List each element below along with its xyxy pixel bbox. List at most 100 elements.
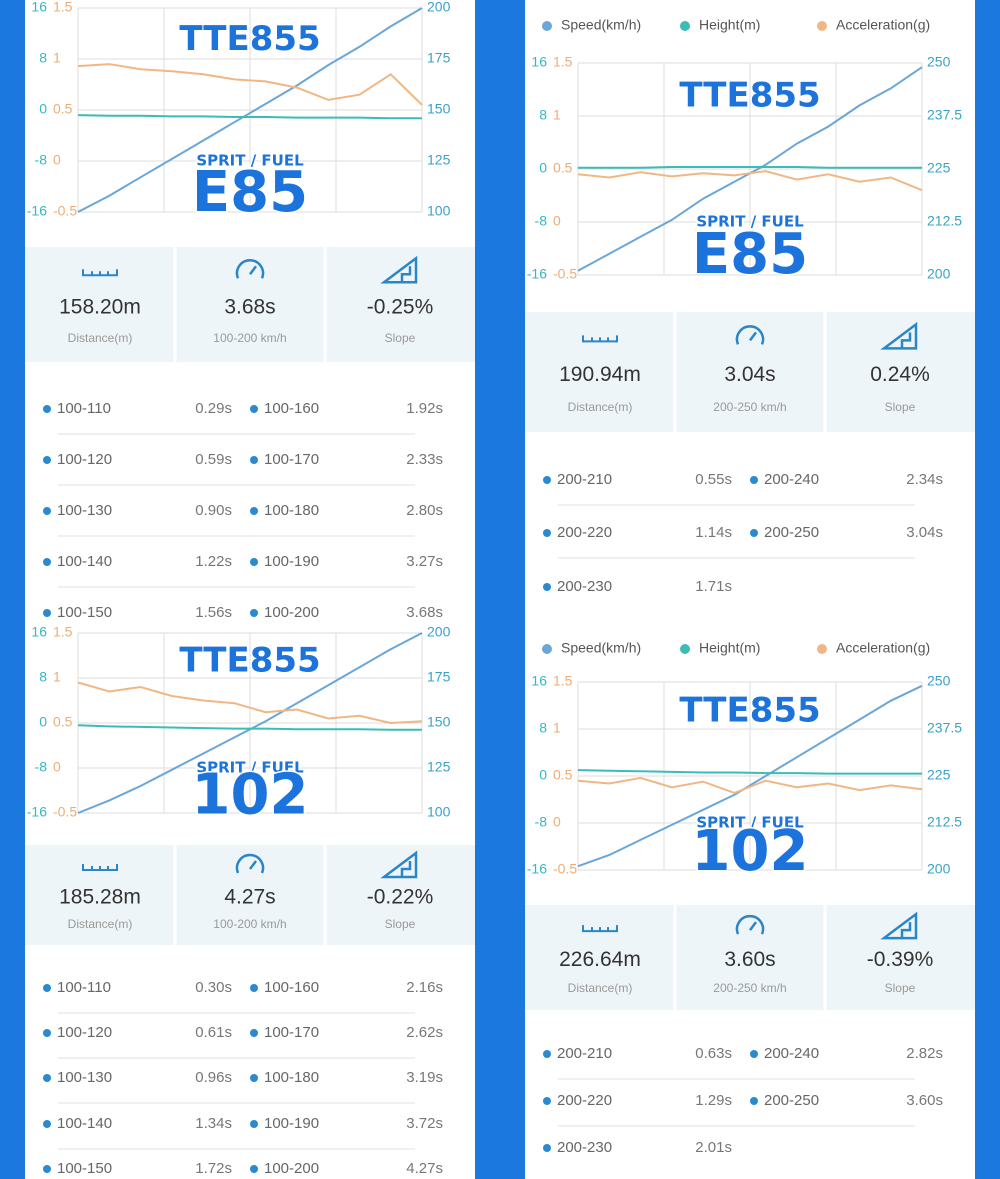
split-dot: [250, 456, 258, 464]
split-time: 1.71s: [695, 578, 732, 595]
split-range: 100-120: [57, 451, 112, 468]
stat-value: 158.20m: [59, 295, 141, 318]
legend-label: Height(m): [699, 17, 760, 33]
speed-tick-label: 175: [427, 50, 451, 66]
distance-icon: [582, 925, 618, 933]
split-dot: [750, 1050, 758, 1058]
split-dot: [250, 1029, 258, 1037]
speed-tick-label: 150: [427, 714, 451, 730]
height-tick-label: 16: [31, 0, 47, 15]
speed-tick-label: 237.5: [927, 107, 962, 123]
split-range: 100-150: [57, 604, 112, 621]
timer-icon: [735, 914, 765, 935]
timer-icon: [235, 853, 265, 874]
stats-box: [25, 247, 475, 362]
legend-dot: [542, 644, 552, 654]
series-line: [577, 769, 922, 775]
split-dot: [43, 609, 51, 617]
stat-label: Slope: [385, 917, 416, 931]
split-time: 1.56s: [195, 604, 232, 621]
stat-label: 100-200 km/h: [213, 917, 286, 931]
split-dot: [250, 1120, 258, 1128]
split-range: 100-140: [57, 553, 112, 570]
split-range: 100-130: [57, 502, 112, 519]
split-time: 0.63s: [695, 1045, 732, 1062]
accel-tick-label: 0.5: [53, 101, 73, 117]
fuel-caption: SPRIT / FUEL: [196, 152, 304, 170]
stat-value: 3.04s: [724, 363, 775, 386]
stat-label: Distance(m): [568, 981, 633, 995]
legend-dot: [817, 21, 827, 31]
stat-value: 0.24%: [870, 363, 930, 386]
height-tick-label: -8: [35, 759, 48, 775]
height-tick-label: 16: [31, 624, 47, 640]
stat-label: Slope: [385, 331, 416, 345]
speed-tick-label: 200: [927, 266, 951, 282]
split-time: 3.68s: [406, 604, 443, 621]
height-tick-label: 0: [39, 714, 47, 730]
split-range: 100-140: [57, 1115, 112, 1132]
series-line: [77, 63, 423, 106]
split-range: 100-190: [264, 553, 319, 570]
height-tick-label: -16: [527, 861, 547, 877]
stat-value: -0.22%: [367, 886, 434, 909]
split-range: 100-200: [264, 604, 319, 621]
split-dot: [250, 984, 258, 992]
split-dot: [250, 507, 258, 515]
speed-tick-label: 200: [927, 861, 951, 877]
split-time: 2.80s: [406, 502, 443, 519]
split-time: 3.60s: [906, 1092, 943, 1109]
stat-value: 3.60s: [724, 948, 775, 971]
legend-dot: [680, 644, 690, 654]
slope-icon: [380, 850, 418, 879]
split-range: 100-150: [57, 1160, 112, 1177]
split-dot: [750, 1097, 758, 1105]
split-range: 200-230: [557, 1139, 612, 1156]
split-range: 200-240: [764, 471, 819, 488]
stat-value: 185.28m: [59, 886, 141, 909]
split-range: 100-110: [57, 400, 111, 417]
height-tick-label: 8: [39, 50, 47, 66]
accel-tick-label: -0.5: [553, 861, 577, 877]
legend-dot: [542, 21, 552, 31]
height-tick-label: -16: [527, 266, 547, 282]
stat-label: 200-250 km/h: [713, 400, 786, 414]
split-range: 100-160: [264, 400, 319, 417]
split-dot: [43, 405, 51, 413]
speed-tick-label: 175: [427, 669, 451, 685]
height-tick-label: 8: [539, 107, 547, 123]
split-range: 200-220: [557, 524, 612, 541]
accel-tick-label: -0.5: [53, 804, 77, 820]
distance-icon: [82, 269, 118, 277]
split-time: 4.27s: [406, 1160, 443, 1177]
fuel-caption: SPRIT / FUEL: [696, 814, 804, 832]
height-tick-label: 16: [531, 673, 547, 689]
split-time: 1.14s: [695, 524, 732, 541]
split-dot: [43, 558, 51, 566]
accel-tick-label: 0.5: [553, 160, 573, 176]
split-dot: [543, 1144, 551, 1152]
stat-label: Distance(m): [68, 917, 133, 931]
stat-label: Distance(m): [68, 331, 133, 345]
accel-tick-label: 1: [553, 107, 561, 123]
split-time: 0.29s: [195, 400, 232, 417]
stat-value: -0.39%: [867, 948, 934, 971]
split-time: 1.72s: [195, 1160, 232, 1177]
accel-tick-label: 1: [53, 50, 61, 66]
model-name: TTE855: [679, 75, 820, 115]
split-time: 3.19s: [406, 1069, 443, 1086]
split-dot: [543, 1050, 551, 1058]
stat-label: 200-250 km/h: [713, 981, 786, 995]
accel-tick-label: 0: [53, 152, 61, 168]
speed-tick-label: 225: [927, 767, 951, 783]
legend-label: Acceleration(g): [836, 17, 930, 33]
split-range: 100-190: [264, 1115, 319, 1132]
split-dot: [543, 1097, 551, 1105]
split-time: 1.92s: [406, 400, 443, 417]
split-dot: [43, 1165, 51, 1173]
height-tick-label: -16: [27, 203, 47, 219]
split-dot: [543, 583, 551, 591]
stat-value: 3.68s: [224, 295, 275, 318]
stat-value: 190.94m: [559, 363, 641, 386]
